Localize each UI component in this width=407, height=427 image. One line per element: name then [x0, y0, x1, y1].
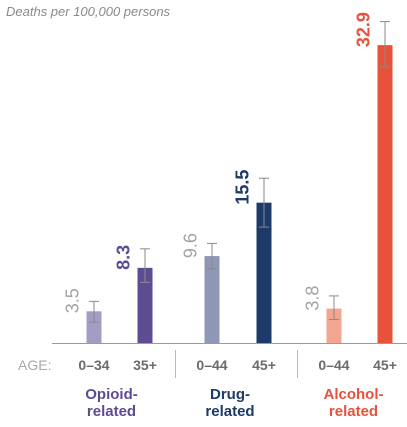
value-label: 3.8	[303, 286, 323, 311]
bar-1-2	[137, 267, 153, 343]
group-label: related	[87, 403, 136, 420]
value-label: 15.5	[233, 170, 253, 205]
value-label: 32.9	[354, 12, 374, 47]
group-label: Opioid-	[85, 386, 138, 403]
group-label: related	[205, 403, 254, 420]
value-label: 9.6	[181, 233, 201, 258]
value-label: 3.5	[63, 288, 83, 313]
bar-3-2	[377, 45, 393, 344]
value-label: 8.3	[114, 245, 134, 270]
bar-1-1	[86, 311, 102, 343]
age-axis-label: AGE:	[18, 357, 51, 373]
bars-layer: 3.5 8.3 9.6 15.5 3.8 32.9	[63, 12, 393, 344]
bar-3-1	[326, 308, 342, 343]
age-tick-label: 45+	[373, 357, 397, 373]
age-tick-label: 0–34	[78, 357, 109, 373]
group-label: Drug-	[210, 386, 250, 403]
age-tick-label: 45+	[252, 357, 276, 373]
group-labels: Opioid-relatedDrug-relatedAlcohol-relate…	[85, 386, 383, 420]
x-axis: AGE: 0–34 35+ 0–44 45+ 0–44 45+	[18, 343, 407, 378]
bar-2-2	[256, 202, 272, 343]
age-tick-label: 0–44	[196, 357, 227, 373]
bar-2-1	[204, 256, 220, 343]
age-tick-label: 35+	[133, 357, 157, 373]
group-label: Alcohol-	[324, 386, 384, 403]
group-label: related	[329, 403, 378, 420]
age-tick-label: 0–44	[318, 357, 349, 373]
unit-label: Deaths per 100,000 persons	[6, 4, 171, 19]
